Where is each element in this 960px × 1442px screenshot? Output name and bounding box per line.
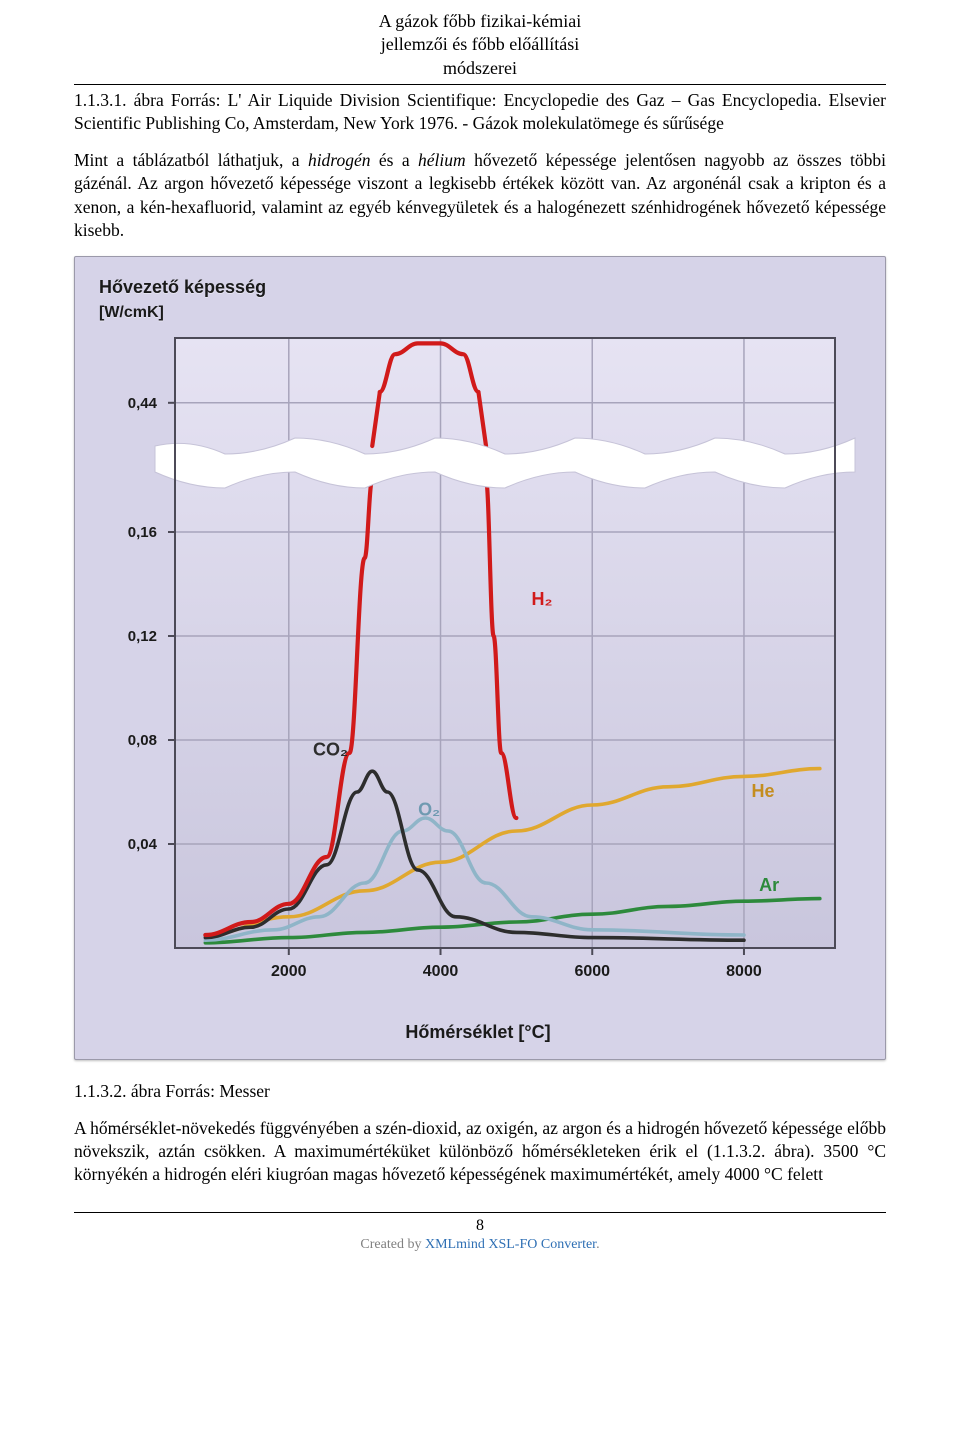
svg-text:CO₂: CO₂	[313, 739, 348, 759]
svg-text:O₂: O₂	[418, 799, 440, 819]
header-line: A gázok főbb fizikai-kémiai	[379, 11, 581, 31]
svg-text:0,12: 0,12	[128, 628, 157, 645]
figure-thermal-conductivity: Hővezető képesség [W/cmK] 2000 4000 6000 80…	[74, 256, 886, 1060]
divider	[74, 84, 886, 85]
chart-y-unit: [W/cmK]	[99, 304, 867, 322]
page-number: 8	[74, 1217, 886, 1235]
header-line: módszerei	[443, 58, 517, 78]
chart-x-title: Hőmérséklet [°C]	[89, 1022, 867, 1043]
svg-text:0,16: 0,16	[128, 524, 157, 541]
paragraph-after-figure: A hőmérséklet-növekedés függvényében a s…	[74, 1117, 886, 1186]
svg-text:H₂: H₂	[532, 589, 553, 609]
svg-text:0,08: 0,08	[128, 732, 157, 749]
svg-text:Ar: Ar	[759, 875, 779, 895]
chart-title: Hővezető képesség	[99, 277, 867, 298]
footer-credit: Created by XMLmind XSL-FO Converter.	[74, 1237, 886, 1253]
svg-text:4000: 4000	[423, 963, 459, 980]
svg-text:8000: 8000	[726, 963, 762, 980]
figure-caption: 1.1.3.2. ábra Forrás: Messer	[74, 1080, 886, 1103]
svg-text:6000: 6000	[574, 963, 610, 980]
paragraph-main: Mint a táblázatból láthatjuk, a hidrogén…	[74, 149, 886, 241]
chart-container: Hővezető képesség [W/cmK] 2000 4000 6000 80…	[74, 256, 886, 1060]
footer-divider	[74, 1212, 886, 1213]
paragraph-source-1: 1.1.3.1. ábra Forrás: L' Air Liquide Div…	[74, 89, 886, 135]
svg-text:2000: 2000	[271, 963, 307, 980]
page-header: A gázok főbb fizikai-kémiai jellemzői és…	[74, 10, 886, 80]
svg-text:0,04: 0,04	[128, 836, 158, 853]
svg-text:He: He	[752, 781, 775, 801]
svg-text:0,44: 0,44	[128, 395, 158, 412]
chart-plot: 2000 4000 6000 8000 0,04 0,08 0,12 0,16 0,44 H₂ He…	[89, 328, 859, 1008]
header-line: jellemzői és főbb előállítási	[381, 34, 579, 54]
